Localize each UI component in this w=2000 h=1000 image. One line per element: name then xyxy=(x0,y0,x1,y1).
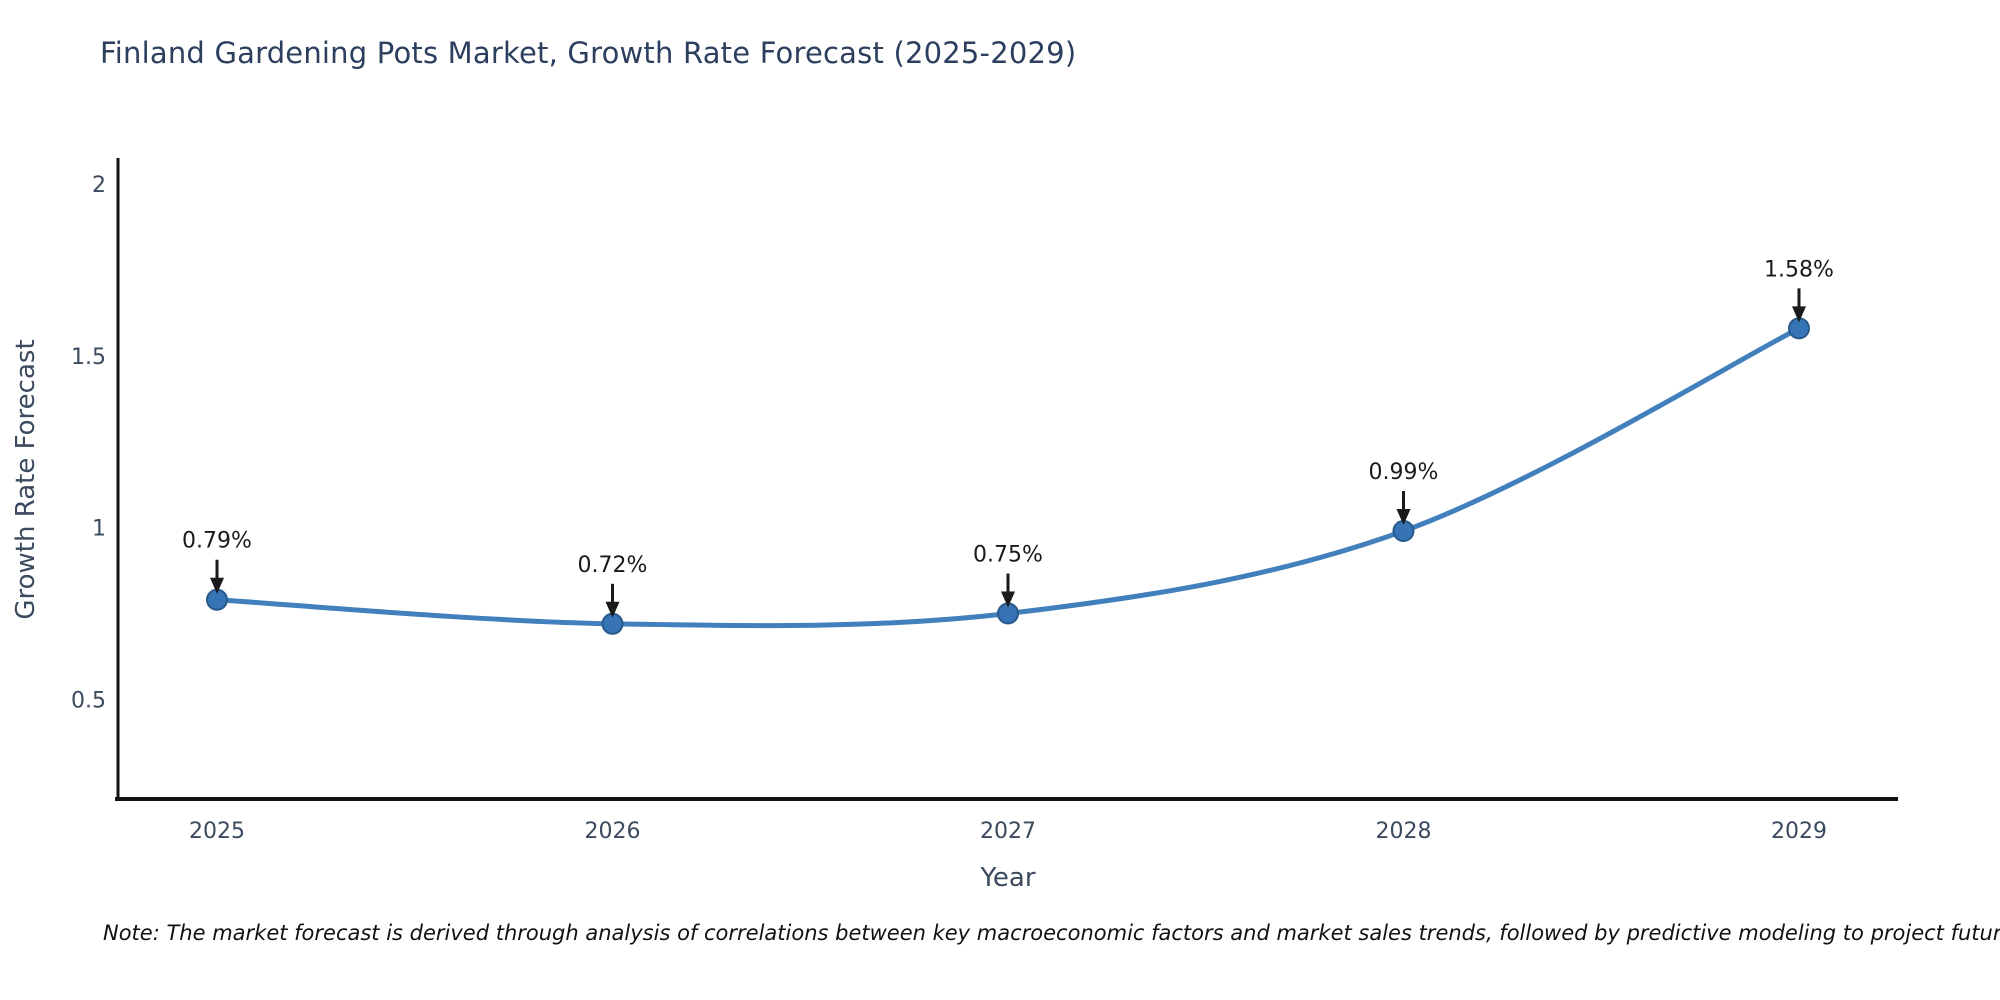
y-tick-label: 0.5 xyxy=(71,688,106,713)
x-tick-label: 2028 xyxy=(1376,819,1432,844)
annotation-arrowhead xyxy=(1396,509,1411,526)
x-tick-label: 2025 xyxy=(189,819,245,844)
x-tick-label: 2027 xyxy=(980,819,1036,844)
y-tick-label: 2 xyxy=(92,173,106,198)
chart-footnote: Note: The market forecast is derived thr… xyxy=(103,921,2000,945)
x-axis-title: Year xyxy=(979,863,1035,893)
annotation-label: 0.72% xyxy=(578,553,648,578)
x-tick-label: 2026 xyxy=(585,819,641,844)
chart-title: Finland Gardening Pots Market, Growth Ra… xyxy=(100,36,1077,70)
annotation-arrowhead xyxy=(605,601,620,618)
annotation-label: 1.58% xyxy=(1764,257,1834,282)
y-tick-label: 1 xyxy=(92,517,106,542)
y-axis-title: Growth Rate Forecast xyxy=(11,339,41,619)
annotation-arrowhead xyxy=(1792,306,1806,323)
y-tick-label: 1.5 xyxy=(71,345,106,370)
annotation-arrowhead xyxy=(1001,591,1015,608)
x-tick-label: 2029 xyxy=(1771,819,1827,844)
annotation-label: 0.99% xyxy=(1369,460,1439,485)
annotation-arrowhead xyxy=(210,577,224,594)
annotation-label: 0.79% xyxy=(182,529,252,554)
annotation-label: 0.75% xyxy=(973,542,1043,567)
